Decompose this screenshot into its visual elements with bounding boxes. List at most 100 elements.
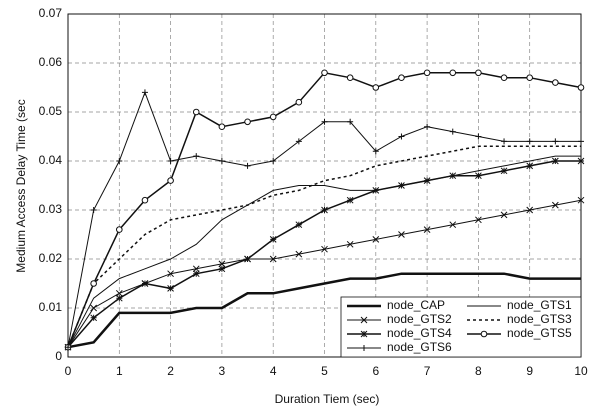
marker: [449, 172, 457, 180]
x-tick-label: 3: [219, 364, 226, 378]
marker: [347, 118, 354, 125]
marker: [526, 138, 533, 145]
legend-label: node_GTS6: [387, 340, 452, 354]
marker: [372, 84, 380, 91]
marker: [398, 133, 405, 140]
marker: [398, 182, 405, 189]
series-line: [67, 272, 581, 349]
marker: [269, 236, 277, 243]
marker: [192, 270, 200, 278]
y-tick-label: 0.02: [39, 251, 63, 265]
marker: [90, 207, 97, 213]
marker: [167, 285, 174, 292]
marker: [321, 69, 328, 77]
legend-label: node_GTS3: [507, 312, 572, 326]
marker: [167, 270, 174, 278]
marker: [578, 138, 584, 145]
legend-marker: [480, 330, 488, 338]
legend-label: node_CAP: [387, 298, 445, 312]
y-tick-label: 0.05: [39, 104, 63, 118]
y-tick-label: 0: [55, 349, 62, 363]
x-tick-label: 1: [116, 364, 123, 378]
marker: [475, 133, 482, 140]
marker: [192, 265, 200, 273]
marker: [116, 158, 123, 164]
marker: [167, 158, 174, 164]
y-tick-label: 0.01: [39, 300, 63, 314]
y-tick-label: 0.06: [39, 55, 63, 69]
marker: [295, 221, 303, 229]
y-tick-label: 0.03: [39, 202, 63, 216]
marker: [167, 177, 174, 184]
marker: [295, 250, 303, 258]
y-axis-label: Medium Access Delay Time (sec: [14, 99, 28, 272]
marker: [526, 206, 534, 214]
marker: [423, 177, 431, 184]
marker: [295, 138, 302, 145]
legend-marker: [361, 345, 367, 351]
marker: [192, 108, 200, 116]
marker: [552, 79, 559, 86]
marker: [321, 245, 328, 253]
marker: [501, 138, 508, 145]
marker: [424, 123, 431, 130]
marker: [321, 118, 328, 125]
series-line: [67, 155, 581, 348]
marker: [577, 84, 585, 91]
x-tick-label: 4: [270, 364, 277, 378]
marker: [346, 74, 354, 81]
marker: [475, 172, 482, 180]
x-tick-label: 6: [372, 364, 379, 378]
marker: [295, 98, 303, 106]
legend-label: node_GTS2: [387, 312, 452, 326]
marker: [475, 216, 482, 224]
marker: [244, 162, 251, 169]
marker: [526, 162, 534, 170]
marker: [218, 158, 225, 164]
marker: [577, 196, 585, 204]
marker: [346, 196, 354, 204]
plot-frame: [67, 13, 582, 358]
x-tick-label: 8: [475, 364, 482, 378]
marker: [244, 255, 251, 263]
marker: [141, 280, 149, 287]
marker: [551, 201, 559, 209]
marker: [269, 255, 277, 263]
x-tick-label: 10: [574, 364, 588, 378]
marker: [577, 157, 585, 165]
marker: [398, 74, 405, 81]
x-tick-label: 7: [424, 364, 431, 378]
marker: [372, 148, 379, 155]
marker: [526, 74, 534, 81]
x-tick-label: 0: [65, 364, 72, 378]
x-tick-label: 5: [321, 364, 328, 378]
legend-marker: [360, 316, 368, 324]
marker: [475, 69, 482, 77]
marker: [116, 226, 123, 233]
marker: [372, 187, 380, 194]
marker: [115, 289, 123, 297]
marker: [270, 158, 277, 164]
marker: [423, 226, 431, 233]
marker: [193, 153, 200, 160]
marker: [90, 304, 98, 312]
marker: [398, 231, 405, 238]
marker: [218, 123, 226, 130]
marker: [449, 221, 457, 229]
marker: [423, 69, 431, 77]
marker: [218, 260, 226, 268]
x-axis-label: Duration Tiem (sec): [275, 392, 380, 406]
marker: [141, 89, 148, 96]
y-tick-label: 0.07: [39, 6, 63, 20]
marker: [552, 138, 559, 145]
marker: [244, 118, 251, 126]
marker: [141, 196, 149, 204]
y-tick-label: 0.04: [39, 153, 63, 167]
marker: [449, 69, 457, 77]
marker: [218, 265, 226, 273]
legend-marker: [360, 330, 368, 338]
marker: [551, 157, 559, 165]
marker: [500, 211, 508, 219]
legend-label: node_GTS5: [507, 326, 572, 340]
